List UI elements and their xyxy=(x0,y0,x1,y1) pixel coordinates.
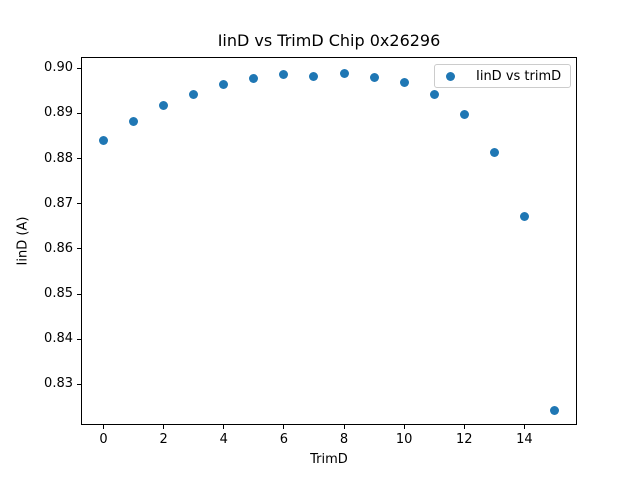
data-point xyxy=(429,89,439,99)
x-tick-mark xyxy=(523,425,525,429)
y-tick-label: 0.86 xyxy=(44,240,73,256)
plot-area: IinD vs trimD xyxy=(81,57,577,425)
x-tick-label: 6 xyxy=(279,432,289,447)
x-tick-mark xyxy=(403,425,405,429)
x-tick-label: 2 xyxy=(159,432,168,447)
data-point xyxy=(489,148,499,158)
data-point xyxy=(369,72,379,82)
data-point xyxy=(279,70,289,80)
y-tick-label: 0.89 xyxy=(44,105,73,121)
legend-marker-icon xyxy=(446,71,455,81)
data-point xyxy=(459,110,469,120)
y-tick-label: 0.90 xyxy=(44,60,73,76)
x-tick-label: 4 xyxy=(219,432,228,447)
chart-title: IinD vs TrimD Chip 0x26296 xyxy=(217,31,441,50)
y-tick-mark xyxy=(77,383,81,385)
x-tick-mark xyxy=(223,425,225,429)
y-tick-label: 0.87 xyxy=(44,195,73,211)
y-tick-mark xyxy=(77,248,81,250)
y-axis-label: IinD (A) xyxy=(15,216,31,266)
y-tick-label: 0.84 xyxy=(44,331,73,347)
data-point xyxy=(129,116,139,126)
y-tick-label: 0.88 xyxy=(44,150,73,166)
y-tick-mark xyxy=(77,293,81,295)
y-tick-label: 0.83 xyxy=(44,376,73,392)
x-tick-mark xyxy=(343,425,345,429)
data-point xyxy=(99,136,109,146)
x-tick-mark xyxy=(163,425,165,429)
y-tick-mark xyxy=(77,338,81,340)
y-tick-mark xyxy=(77,158,81,160)
data-point xyxy=(399,78,409,88)
y-tick-mark xyxy=(77,112,81,114)
y-tick-mark xyxy=(77,67,81,69)
x-tick-mark xyxy=(103,425,105,429)
data-point xyxy=(549,405,559,415)
legend: IinD vs trimD xyxy=(434,64,571,88)
data-point xyxy=(309,72,319,82)
data-point xyxy=(219,80,229,90)
x-tick-label: 14 xyxy=(516,432,533,447)
x-axis-label: TrimD xyxy=(310,452,348,467)
x-tick-label: 10 xyxy=(395,432,413,447)
y-tick-mark xyxy=(77,203,81,205)
data-point xyxy=(189,89,199,99)
data-point xyxy=(519,212,529,222)
data-point xyxy=(249,74,259,84)
x-tick-label: 0 xyxy=(99,432,108,447)
x-tick-label: 12 xyxy=(455,432,473,447)
x-tick-mark xyxy=(463,425,465,429)
y-tick-label: 0.85 xyxy=(44,286,73,302)
x-tick-mark xyxy=(283,425,285,429)
data-point xyxy=(159,100,169,110)
data-point xyxy=(339,68,349,78)
legend-label: IinD vs trimD xyxy=(476,68,562,84)
x-tick-label: 8 xyxy=(339,432,349,447)
